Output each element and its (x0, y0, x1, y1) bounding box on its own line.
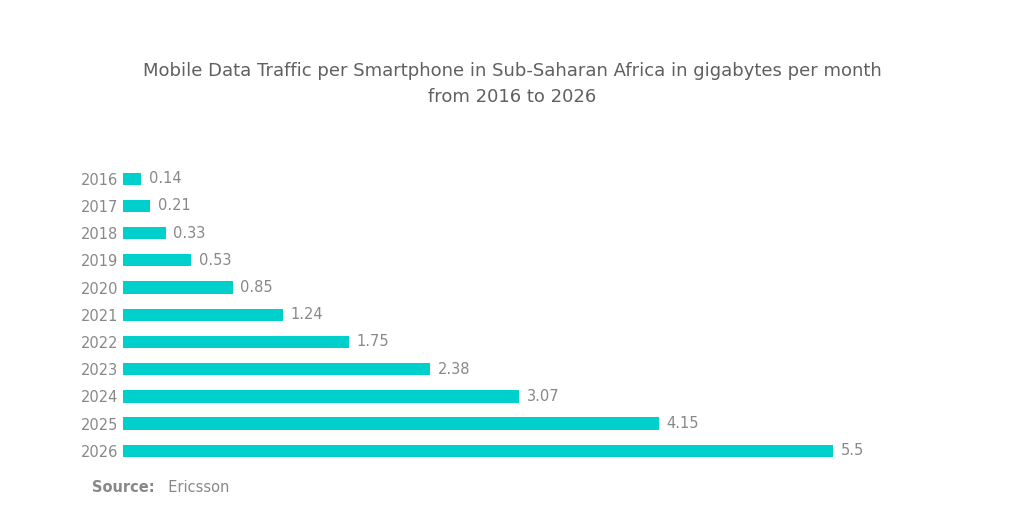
Text: Source:: Source: (92, 480, 155, 495)
Text: 0.85: 0.85 (241, 280, 273, 295)
Text: 0.14: 0.14 (148, 171, 181, 186)
Bar (123, 363, 430, 375)
Bar (123, 227, 166, 239)
Bar (123, 336, 349, 348)
Text: 0.53: 0.53 (199, 253, 231, 268)
Text: 1.75: 1.75 (356, 334, 389, 349)
Text: Ericsson: Ericsson (159, 480, 229, 495)
Text: 4.15: 4.15 (667, 416, 699, 431)
Bar (123, 445, 834, 457)
Bar (123, 281, 232, 294)
Text: 0.33: 0.33 (173, 225, 206, 240)
Text: 1.24: 1.24 (291, 307, 324, 322)
Text: 0.21: 0.21 (158, 199, 190, 214)
Text: 5.5: 5.5 (841, 443, 864, 458)
Bar (123, 254, 191, 266)
Text: Mobile Data Traffic per Smartphone in Sub-Saharan Africa in gigabytes per month
: Mobile Data Traffic per Smartphone in Su… (142, 62, 882, 106)
Bar (123, 200, 150, 212)
Bar (123, 309, 283, 321)
Bar (123, 172, 141, 185)
Bar (123, 390, 519, 402)
Bar (123, 417, 659, 430)
Text: 2.38: 2.38 (438, 362, 471, 377)
Text: 3.07: 3.07 (527, 389, 560, 404)
